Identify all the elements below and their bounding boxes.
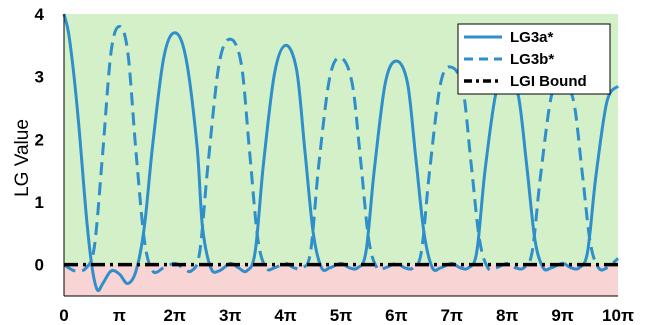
x-tick-label: 3π [219, 306, 241, 325]
x-tick-label: 8π [496, 306, 518, 325]
legend-label: LG3b* [510, 51, 554, 68]
y-tick-label: 0 [35, 256, 44, 275]
y-tick-label: 2 [35, 130, 44, 149]
x-tick-label: 5π [330, 306, 352, 325]
x-tick-label: 9π [551, 306, 573, 325]
legend-label: LG3a* [510, 29, 554, 46]
y-tick-label: 1 [35, 193, 44, 212]
x-tick-label: 0 [59, 306, 68, 325]
y-axis-label: LG Value [12, 119, 33, 197]
y-tick-label: 4 [35, 5, 45, 24]
x-tick-label: 2π [164, 306, 186, 325]
legend: LG3a* LG3b* LGI Bound [457, 23, 611, 95]
x-tick-label: 4π [274, 306, 296, 325]
x-tick-label: 10π [602, 306, 634, 325]
region-1 [64, 264, 618, 296]
legend-label: LGI Bound [510, 73, 587, 90]
x-tick-label: 6π [385, 306, 407, 325]
y-tick-labels: 0 1 2 3 4 [35, 5, 45, 275]
series-layer [62, 13, 620, 293]
x-tick-label: 7π [441, 306, 463, 325]
y-tick-label: 3 [35, 68, 44, 87]
x-tick-labels: 0 π 2π 3π 4π 5π 6π 7π 8π 9π 10π [59, 306, 634, 325]
axes [63, 14, 618, 297]
series-line-lg3a [62, 13, 620, 293]
x-tick-label: π [113, 306, 126, 325]
